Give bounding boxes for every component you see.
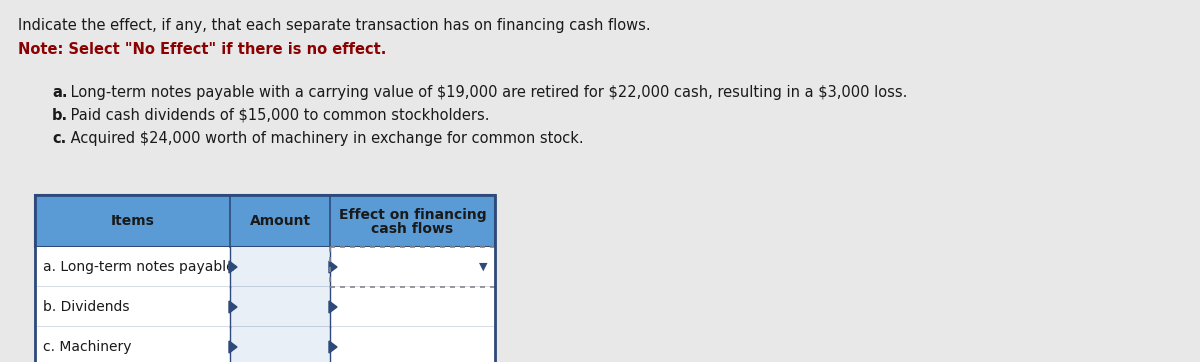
Text: a.: a. [52, 85, 67, 100]
Text: cash flows: cash flows [372, 222, 454, 236]
Polygon shape [329, 341, 337, 353]
Text: Items: Items [110, 214, 155, 228]
Bar [230, 327, 330, 362]
Polygon shape [229, 261, 238, 273]
Polygon shape [229, 301, 238, 313]
Text: ▼: ▼ [479, 262, 487, 272]
Text: Long-term notes payable with a carrying value of $19,000 are retired for $22,000: Long-term notes payable with a carrying … [66, 85, 907, 100]
Bar [330, 247, 496, 287]
Text: c. Machinery: c. Machinery [43, 340, 132, 354]
Bar [35, 195, 496, 247]
Text: c.: c. [52, 131, 66, 146]
Bar [330, 327, 496, 362]
Bar [35, 195, 496, 362]
Text: b.: b. [52, 108, 68, 123]
Bar [330, 287, 496, 327]
Text: Paid cash dividends of $15,000 to common stockholders.: Paid cash dividends of $15,000 to common… [66, 108, 490, 123]
Text: Note: Select "No Effect" if there is no effect.: Note: Select "No Effect" if there is no … [18, 42, 386, 57]
Text: Amount: Amount [250, 214, 311, 228]
Bar [230, 247, 330, 287]
Polygon shape [329, 301, 337, 313]
Bar [35, 247, 230, 287]
Bar [35, 327, 496, 362]
Text: b. Dividends: b. Dividends [43, 300, 130, 314]
Text: Acquired $24,000 worth of machinery in exchange for common stock.: Acquired $24,000 worth of machinery in e… [66, 131, 583, 146]
Bar [35, 247, 496, 287]
Text: Indicate the effect, if any, that each separate transaction has on financing cas: Indicate the effect, if any, that each s… [18, 18, 650, 33]
Bar [35, 287, 496, 327]
Text: a. Long-term notes payable: a. Long-term notes payable [43, 260, 235, 274]
Polygon shape [329, 261, 337, 273]
Bar [230, 287, 330, 327]
Polygon shape [229, 341, 238, 353]
Text: Effect on financing: Effect on financing [338, 208, 486, 222]
Bar [35, 327, 230, 362]
Bar [35, 287, 230, 327]
